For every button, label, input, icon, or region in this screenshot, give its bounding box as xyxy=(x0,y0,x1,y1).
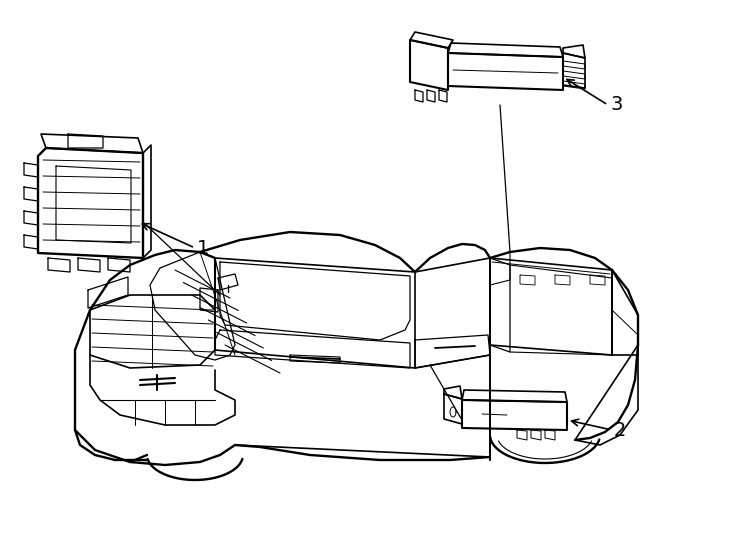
Text: 3: 3 xyxy=(610,96,622,114)
Text: 2: 2 xyxy=(614,421,626,440)
Text: 1: 1 xyxy=(197,239,209,258)
